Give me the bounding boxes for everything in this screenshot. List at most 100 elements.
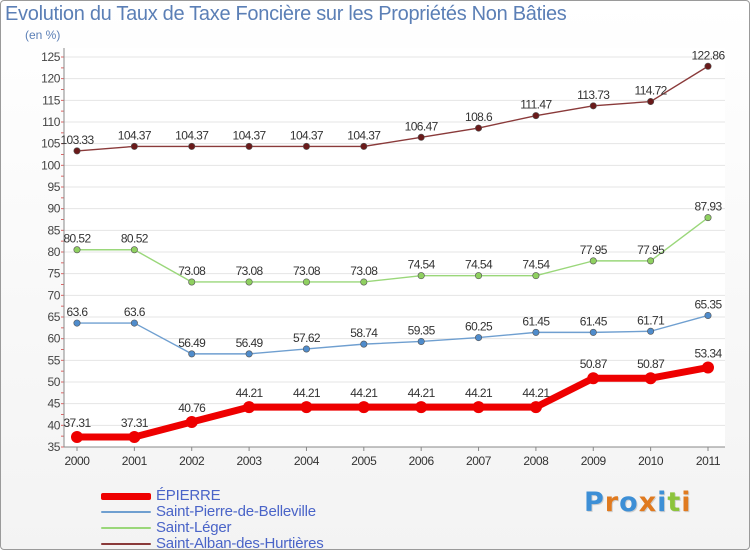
data-label: 50.87 [637,357,665,371]
plot-area [64,48,725,447]
y-tick-label: 125 [41,50,61,64]
legend-label: Saint-Pierre-de-Belleville [156,503,316,520]
y-tick-label: 110 [42,115,61,129]
series-line-1 [77,314,709,355]
data-label: 37.31 [121,416,149,430]
y-tick-label: 120 [41,72,61,86]
data-label: 44.21 [408,386,436,400]
data-point [302,345,310,353]
data-label: 108.6 [465,110,493,124]
x-tick-label: 2005 [351,454,377,468]
data-point [475,334,483,342]
data-label: 106.47 [405,119,439,133]
data-label: 73.08 [350,264,378,278]
data-point [302,142,310,150]
data-point [357,401,370,414]
logo-letter: i [657,487,668,518]
y-tick-label: 100 [41,158,61,172]
logo-letter: t [667,487,682,518]
data-point [73,147,81,155]
data-label: 104.37 [175,128,209,142]
x-tick-label: 2001 [122,454,148,468]
data-label: 63.6 [124,305,146,319]
legend-label: Saint-Alban-des-Hurtières [156,535,324,550]
x-tick-label: 2007 [466,454,492,468]
data-label: 56.49 [236,336,264,350]
y-tick-label: 35 [47,440,60,454]
data-label: 80.52 [63,232,91,246]
data-point [417,337,425,345]
data-label: 122.86 [691,48,725,62]
y-tick-label: 90 [47,202,60,216]
x-tick-label: 2002 [179,454,205,468]
legend-label: Saint-Léger [156,519,232,536]
x-tick-label: 2010 [638,454,664,468]
data-label: 50.87 [580,357,608,371]
y-tick-label: 65 [47,310,60,324]
data-point [302,278,310,286]
y-tick-label: 70 [47,288,60,302]
y-tick-label: 45 [47,397,60,411]
data-label: 77.95 [580,243,608,257]
data-point [532,112,540,120]
data-point [589,328,597,336]
logo-letter: P [584,487,605,518]
logo-letter: x [638,487,658,518]
x-tick-label: 2008 [523,454,549,468]
y-tick-label: 55 [47,353,60,367]
data-point [360,340,368,348]
data-point [587,372,600,385]
data-label: 74.54 [465,258,493,272]
data-label: 104.37 [233,128,267,142]
y-tick-label: 75 [47,267,60,281]
data-label: 44.21 [350,386,378,400]
data-label: 73.08 [236,264,264,278]
data-point [188,142,196,150]
y-tick-label: 105 [41,137,61,151]
data-point [532,272,540,280]
data-point [71,430,83,443]
data-point [245,350,253,358]
chart-title: Evolution du Taux de Taxe Foncière sur l… [5,3,567,25]
data-label: 44.21 [236,386,264,400]
data-point [589,257,597,265]
y-tick-label: 95 [47,180,60,194]
x-tick-label: 2006 [409,454,435,468]
legend-swatch [101,492,151,500]
data-point [188,278,196,286]
data-label: 104.37 [347,128,381,142]
data-label: 114.72 [635,84,668,98]
series-line-2 [77,217,709,283]
data-label: 113.73 [577,88,610,102]
x-tick-label: 2009 [581,454,607,468]
y-unit-label: (en %) [25,28,61,42]
data-point [188,350,196,358]
data-point [532,328,540,336]
data-point [73,319,81,327]
logo-letter: i [681,487,692,518]
data-point [243,401,256,414]
data-label: 77.95 [637,243,665,257]
data-point [475,124,483,132]
logo-letter: r [604,487,620,518]
series-line-0 [77,364,709,441]
data-label: 53.34 [694,347,722,361]
y-tick-label: 40 [47,418,60,432]
x-tick-label: 2003 [237,454,263,468]
data-label: 58.74 [350,326,378,340]
y-tick-label: 50 [47,375,60,389]
data-label: 57.62 [293,331,321,345]
data-label: 61.71 [637,313,665,327]
data-point [417,272,425,280]
data-label: 74.54 [408,258,436,272]
data-label: 40.76 [178,401,206,415]
data-label: 37.31 [63,416,91,430]
data-point [644,372,657,385]
data-label: 63.6 [67,305,89,319]
data-point [360,142,368,150]
y-tick-label: 115 [42,93,61,107]
data-point [185,416,198,429]
data-label: 111.47 [520,98,552,112]
data-label: 73.08 [293,264,321,278]
